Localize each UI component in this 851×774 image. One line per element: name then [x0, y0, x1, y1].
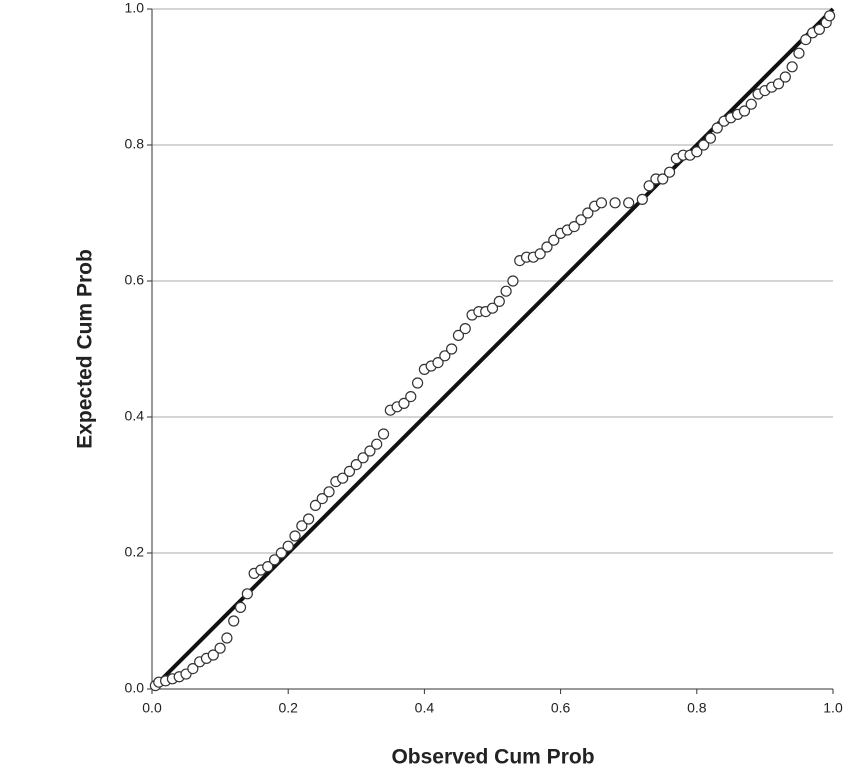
point: [500, 285, 512, 297]
y-tick-label: 0.8: [125, 136, 145, 152]
point: [636, 193, 648, 205]
point: [405, 391, 417, 403]
x-tick-label: 0.4: [415, 700, 435, 716]
point: [493, 295, 505, 307]
point: [275, 547, 287, 559]
y-tick-label: 0.0: [125, 680, 145, 696]
point: [234, 601, 247, 614]
point: [800, 33, 812, 46]
reference-line: [150, 7, 835, 691]
point: [377, 428, 390, 440]
point: [446, 343, 458, 355]
point: [582, 207, 594, 219]
point: [609, 197, 621, 209]
y-axis-title: Expected Cum Prob: [74, 249, 97, 449]
point: [779, 71, 791, 83]
point: [364, 445, 376, 457]
point: [350, 459, 362, 471]
point: [411, 377, 424, 389]
point: [296, 520, 308, 532]
point: [698, 139, 710, 151]
point: [745, 98, 757, 110]
point: [575, 214, 587, 226]
point: [289, 530, 301, 542]
point: [793, 47, 805, 59]
x-tick-label: 0.6: [551, 700, 571, 716]
point: [459, 323, 471, 335]
point: [337, 472, 349, 484]
point: [691, 146, 703, 158]
point: [541, 241, 553, 253]
point: [568, 221, 580, 233]
x-tick-label: 1.0: [823, 700, 843, 716]
point: [711, 122, 723, 134]
point: [738, 105, 751, 117]
point: [316, 493, 328, 505]
point: [398, 397, 410, 409]
point: [643, 180, 655, 192]
point: [548, 234, 560, 246]
point: [221, 632, 233, 644]
point: [704, 132, 717, 144]
point: [534, 248, 546, 260]
point: [663, 166, 676, 178]
point: [262, 560, 274, 573]
point: [786, 61, 798, 73]
y-tick-label: 0.2: [125, 544, 145, 560]
point: [595, 197, 608, 209]
point: [282, 540, 294, 552]
point: [207, 649, 219, 661]
point: [241, 588, 253, 600]
y-tick-label: 1.0: [125, 0, 145, 16]
point: [268, 554, 281, 566]
point: [323, 486, 335, 498]
point: [772, 78, 785, 90]
point: [303, 513, 315, 525]
point: [357, 452, 369, 464]
x-tick-label: 0.8: [687, 700, 707, 716]
point: [343, 465, 356, 477]
point: [371, 438, 383, 450]
point: [187, 662, 199, 675]
point: [309, 499, 322, 511]
point: [486, 302, 499, 314]
point: [439, 350, 451, 362]
y-tick-label: 0.4: [125, 408, 145, 424]
point: [432, 357, 444, 369]
x-tick-label: 0.0: [142, 700, 162, 716]
point: [623, 197, 635, 209]
x-tick-label: 0.2: [278, 700, 298, 716]
point: [214, 642, 226, 654]
point: [228, 615, 240, 627]
point: [813, 23, 825, 35]
x-axis-title: Observed Cum Prob: [391, 746, 594, 769]
point: [452, 329, 465, 341]
y-tick-label: 0.6: [125, 272, 145, 288]
point: [657, 173, 669, 185]
point: [823, 10, 836, 22]
point: [507, 275, 519, 287]
